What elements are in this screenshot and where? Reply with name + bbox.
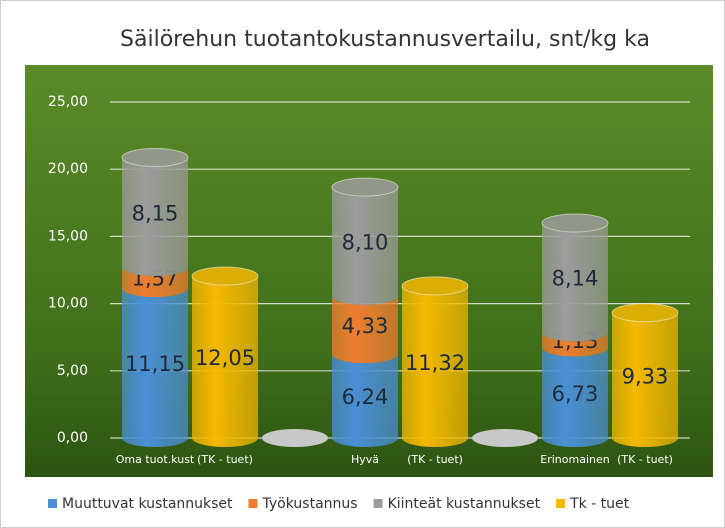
- legend: Muuttuvat kustannukset Työkustannus Kiinte…: [1, 478, 724, 527]
- y-tick-label: 15,00: [48, 228, 88, 244]
- x-tick-label: Erinomainen: [540, 453, 609, 466]
- y-tick-label: 20,00: [48, 161, 88, 177]
- x-tick-label: (TK - tuet): [407, 453, 463, 466]
- legend-swatch: [48, 499, 57, 508]
- data-label: 8,15: [132, 201, 179, 225]
- legend-label: Tk - tuet: [569, 496, 630, 512]
- cylinder-top: [611, 303, 679, 323]
- cylinder-top: [191, 266, 259, 286]
- x-tick-label: Oma tuot.kust: [116, 453, 195, 466]
- cylinder-segment: [122, 288, 188, 447]
- legend-swatch: [248, 499, 258, 508]
- cylinder-segment: [332, 187, 398, 305]
- cylinder-top: [331, 177, 399, 197]
- cylinder-segment: [542, 332, 608, 357]
- data-label: 8,14: [552, 267, 599, 291]
- data-label: 8,10: [342, 231, 389, 255]
- cylinder-segment: [402, 285, 468, 447]
- data-label: 9,33: [622, 364, 669, 388]
- cylinder-segment: [122, 267, 188, 298]
- legend-swatch: [373, 499, 383, 508]
- cylinder-segment: [542, 347, 608, 447]
- legend-background: [1, 478, 724, 527]
- x-tick-label: (TK - tuet): [197, 453, 253, 466]
- x-tick-label: Hyvä: [351, 453, 379, 466]
- x-tick-label: (TK - tuet): [617, 453, 673, 466]
- y-tick-label: 0,00: [57, 430, 88, 446]
- cylinder-segment: [332, 354, 398, 447]
- legend-label: Kiinteät kustannukset: [388, 496, 541, 512]
- cylinder-segment: [542, 222, 608, 342]
- y-tick-label: 25,00: [48, 94, 88, 110]
- cylinder-top: [401, 276, 469, 296]
- empty-cylinder: [472, 429, 538, 447]
- plot: 0,00 5,00 10,00 15,00 20,00 25,00 Oma tuot.kus…: [48, 94, 690, 466]
- cylinder-top: [121, 148, 189, 168]
- empty-cylinder: [262, 429, 328, 447]
- data-label: 6,73: [552, 382, 599, 406]
- chart-title: Säilörehun tuotantokustannusvertailu, sn…: [120, 27, 650, 52]
- data-label: 6,24: [342, 385, 389, 409]
- cylinder-segment: [612, 312, 678, 447]
- legend-label: Työkustannus: [262, 496, 358, 512]
- data-label: 12,05: [195, 346, 255, 370]
- legend-label: Muuttuvat kustannukset: [62, 496, 233, 512]
- data-label: 11,15: [125, 352, 185, 376]
- cylinder-segment: [192, 276, 258, 447]
- cylinder-segment: [122, 157, 188, 277]
- legend-swatch: [556, 499, 566, 508]
- data-label: 11,32: [405, 351, 465, 375]
- cylinder-top: [541, 213, 609, 233]
- data-label: 4,33: [342, 314, 389, 338]
- y-tick-label: 5,00: [57, 363, 88, 379]
- y-tick-label: 10,00: [48, 296, 88, 312]
- cylinder-segment: [332, 295, 398, 364]
